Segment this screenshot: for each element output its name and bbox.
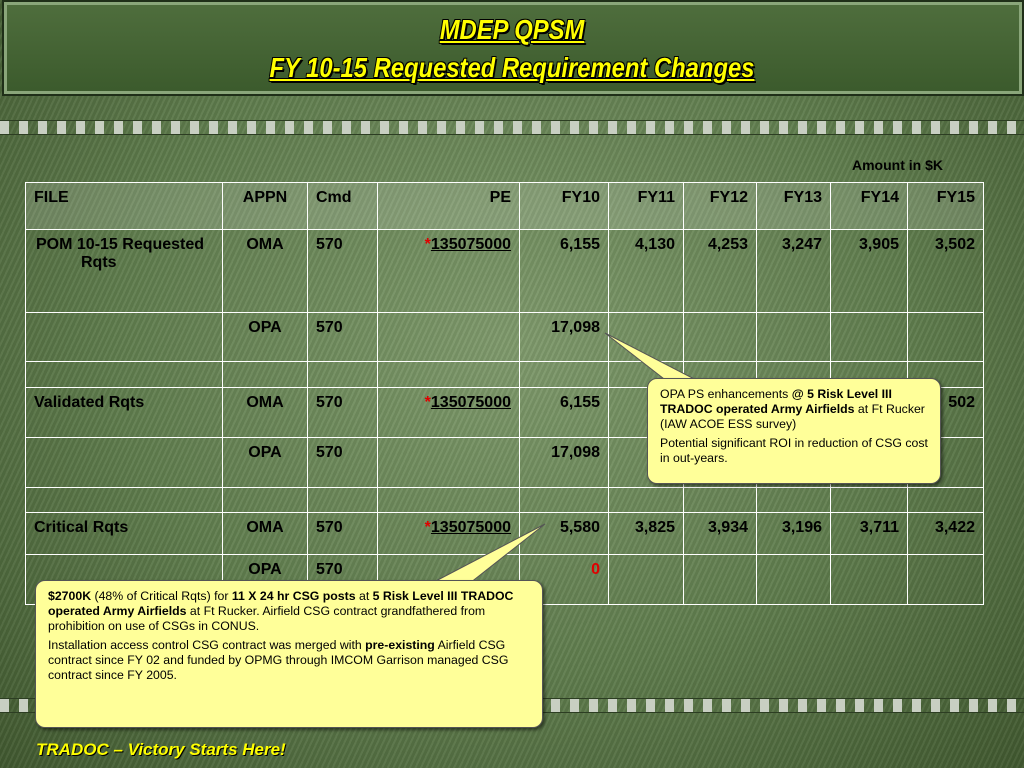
cell: 6,155: [519, 387, 609, 438]
cell: [756, 312, 831, 362]
cell: [25, 312, 223, 362]
table: FILE APPN Cmd PE FY10 FY11 FY12 FY13 FY14 FY15 POM…: [25, 182, 984, 605]
cell: 5,580: [519, 512, 609, 555]
column-header: APPN: [222, 182, 308, 230]
header-row: FILE APPN Cmd PE FY10 FY11 FY12 FY13 FY14 FY15: [25, 182, 984, 230]
cell: 3,934: [683, 512, 757, 555]
cell: [756, 487, 831, 513]
column-header: FY10: [519, 182, 609, 230]
cell: 570: [307, 312, 378, 362]
text-run: at: [355, 589, 373, 603]
title-box: [2, 0, 1024, 96]
cell: 3,502: [907, 229, 984, 313]
asterisk: *: [424, 519, 431, 536]
cell: 6,155: [519, 229, 609, 313]
text-run: Installation access control CSG contract…: [48, 638, 366, 652]
cell: 570: [307, 437, 378, 488]
pe-number: 135075000: [430, 236, 511, 253]
column-header: FY12: [683, 182, 757, 230]
callout: OPA PS enhancements @ 5 Risk Level III T…: [647, 378, 941, 484]
cell: 3,422: [907, 512, 984, 555]
cell: [683, 554, 757, 605]
row: [25, 487, 984, 513]
cell: 3,825: [608, 512, 684, 555]
column-header: FY11: [608, 182, 684, 230]
row: OPA 570 17,098: [25, 312, 984, 362]
cell: [756, 554, 831, 605]
pointer: [604, 332, 701, 383]
cell: [907, 554, 984, 605]
cell: 17,098: [519, 437, 609, 488]
cell: [222, 487, 308, 513]
pe-number: 135075000: [430, 394, 511, 411]
column-header: FY15: [907, 182, 984, 230]
footer: TRADOC – Victory Starts Here!: [36, 740, 286, 759]
row: POM 10-15 Requested Rqts OMA 570 *135075000…: [25, 229, 984, 313]
cell: Validated Rqts: [25, 387, 223, 438]
cell: [519, 361, 609, 388]
cell: *135075000: [377, 387, 520, 438]
pointer: [431, 523, 546, 584]
cell: [377, 361, 520, 388]
column-header: FY13: [756, 182, 831, 230]
cell: [830, 312, 908, 362]
text-run: @ 5 Risk Level III TRADOC operated Army …: [660, 387, 892, 416]
dot-strip: [0, 120, 1024, 135]
unit-note: Amount in $K: [852, 157, 943, 173]
subtitle: FY 10-15 Requested Requirement Changes: [269, 52, 755, 83]
text-run: OPA PS enhancements: [660, 387, 792, 401]
pe-number: 135075000: [430, 519, 511, 536]
cell: 3,711: [830, 512, 908, 555]
cell: 17,098: [519, 312, 609, 362]
text-run: at Ft Rucker (IAW ACOE ESS survey): [660, 402, 925, 431]
cell: Critical Rqts: [25, 512, 223, 555]
cell: *135075000: [377, 229, 520, 313]
text-run: Potential significant ROI in reduction o…: [660, 436, 928, 465]
cell: POM 10-15 Requested Rqts: [25, 229, 223, 313]
text-run: 5 Risk Level III TRADOC operated Army Ai…: [48, 589, 514, 618]
title: MDEP QPSM: [439, 14, 585, 45]
callout: $2700K (48% of Critical Rqts) for 11 X 2…: [35, 580, 543, 728]
text-run: (48% of Critical Rqts) for: [91, 589, 232, 603]
row: Critical Rqts OMA 570 *135075000 5,580 3,825 3…: [25, 512, 984, 555]
cell: [907, 487, 984, 513]
cell: OPA: [222, 312, 308, 362]
cell: 3,905: [830, 229, 908, 313]
paragraph: Installation access control CSG contract…: [48, 638, 530, 683]
text-run: pre-existing: [365, 638, 435, 652]
text-run: at Ft Rucker. Airfield CSG contract gran…: [48, 604, 486, 633]
cell: OPA: [222, 437, 308, 488]
paragraph: OPA PS enhancements @ 5 Risk Level III T…: [660, 387, 928, 432]
asterisk: *: [424, 394, 431, 411]
cell: [307, 487, 378, 513]
cell: 570: [307, 387, 378, 438]
cell: [907, 312, 984, 362]
paragraph: $2700K (48% of Critical Rqts) for 11 X 2…: [48, 589, 530, 634]
cell: 570: [307, 229, 378, 313]
cell: [377, 312, 520, 362]
cell: [830, 554, 908, 605]
paragraph: Potential significant ROI in reduction o…: [660, 436, 928, 466]
text-run: $2700K: [48, 589, 92, 603]
asterisk: *: [424, 236, 431, 253]
column-header: FILE: [25, 182, 223, 230]
cell: OMA: [222, 229, 308, 313]
column-header: FY14: [830, 182, 908, 230]
text-run: Airfield CSG contract since FY 02 and fu…: [48, 638, 509, 682]
column-header: Cmd: [307, 182, 378, 230]
cell: [307, 361, 378, 388]
cell: [683, 312, 757, 362]
text-run: 11 X 24 hr CSG posts: [231, 589, 356, 603]
